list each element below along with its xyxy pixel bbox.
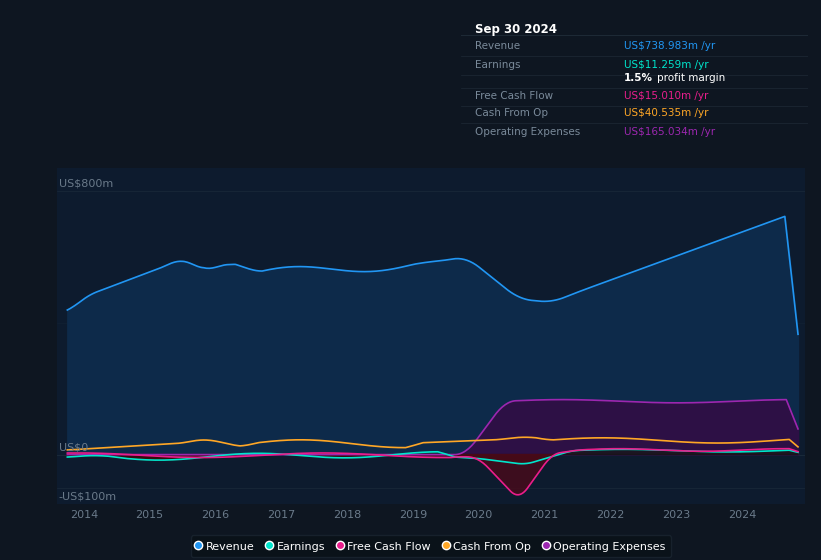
Text: -US$100m: -US$100m xyxy=(59,491,117,501)
Text: US$800m: US$800m xyxy=(59,179,113,188)
Text: US$0: US$0 xyxy=(59,443,88,453)
Text: US$11.259m /yr: US$11.259m /yr xyxy=(624,60,709,70)
Text: Revenue: Revenue xyxy=(475,41,521,52)
Text: US$15.010m /yr: US$15.010m /yr xyxy=(624,91,709,101)
Legend: Revenue, Earnings, Free Cash Flow, Cash From Op, Operating Expenses: Revenue, Earnings, Free Cash Flow, Cash … xyxy=(191,535,671,557)
Text: US$40.535m /yr: US$40.535m /yr xyxy=(624,108,709,118)
Text: US$165.034m /yr: US$165.034m /yr xyxy=(624,127,715,137)
Text: Cash From Op: Cash From Op xyxy=(475,108,548,118)
Text: Sep 30 2024: Sep 30 2024 xyxy=(475,23,557,36)
Text: profit margin: profit margin xyxy=(657,73,726,83)
Text: Operating Expenses: Operating Expenses xyxy=(475,127,580,137)
Text: Earnings: Earnings xyxy=(475,60,521,70)
Text: 1.5%: 1.5% xyxy=(624,73,654,83)
Text: Free Cash Flow: Free Cash Flow xyxy=(475,91,553,101)
Text: US$738.983m /yr: US$738.983m /yr xyxy=(624,41,715,52)
